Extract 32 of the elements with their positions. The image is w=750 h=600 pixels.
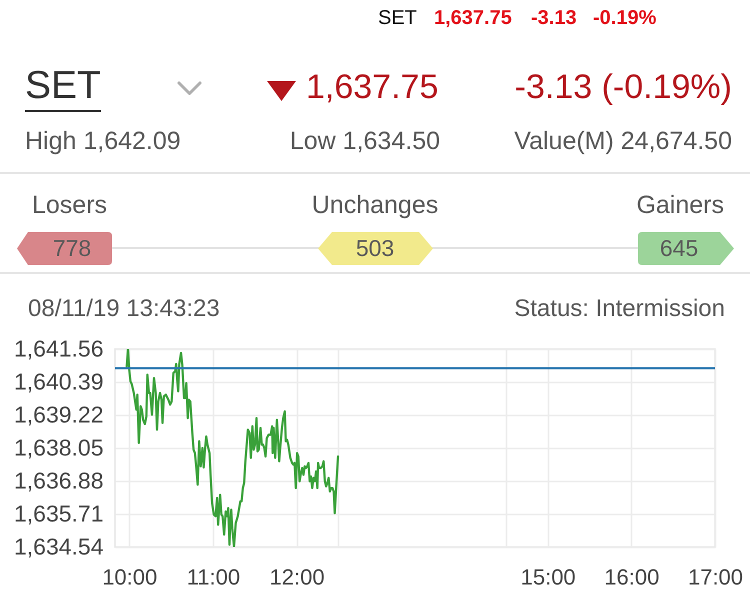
y-tick-label: 1,639.22 [14,402,104,428]
y-tick-label: 1,634.54 [14,534,104,560]
line-series [126,349,340,547]
chart-title: SET [25,63,101,112]
text: Value(M) 24,674.50 [514,126,732,156]
x-tick-label: 16:00 [604,564,660,590]
text: 08/11/19 13:43:23 [28,295,220,324]
text: SET [378,6,417,30]
text: Low 1,634.50 [290,126,440,156]
y-tick-label: 1,635.71 [14,500,104,526]
text: Gainers [636,190,724,220]
text: 1,637.75 [306,68,438,108]
text: 778 [52,234,92,261]
y-tick-label: 1,638.05 [14,434,104,460]
text: Status: Intermission [514,295,725,324]
x-tick-label: 17:00 [688,564,744,590]
text: Unchanges [312,190,438,220]
x-tick-label: 12:00 [270,564,325,590]
text: -3.13 (-0.19%) [514,68,732,108]
y-tick-label: 1,636.88 [14,468,104,494]
text: Losers [32,190,108,220]
text: 1,637.75 [434,6,512,30]
text: 503 [356,234,394,261]
text: -3.13 [531,6,577,30]
text: -0.19% [593,6,656,30]
text: 645 [660,234,698,261]
x-tick-label: 15:00 [520,564,576,590]
x-tick-label: 10:00 [102,564,158,590]
x-tick-label: 11:00 [186,564,240,590]
text: High 1,642.09 [25,126,181,156]
y-tick-label: 1,641.56 [14,336,104,362]
y-tick-label: 1,640.39 [14,368,104,394]
